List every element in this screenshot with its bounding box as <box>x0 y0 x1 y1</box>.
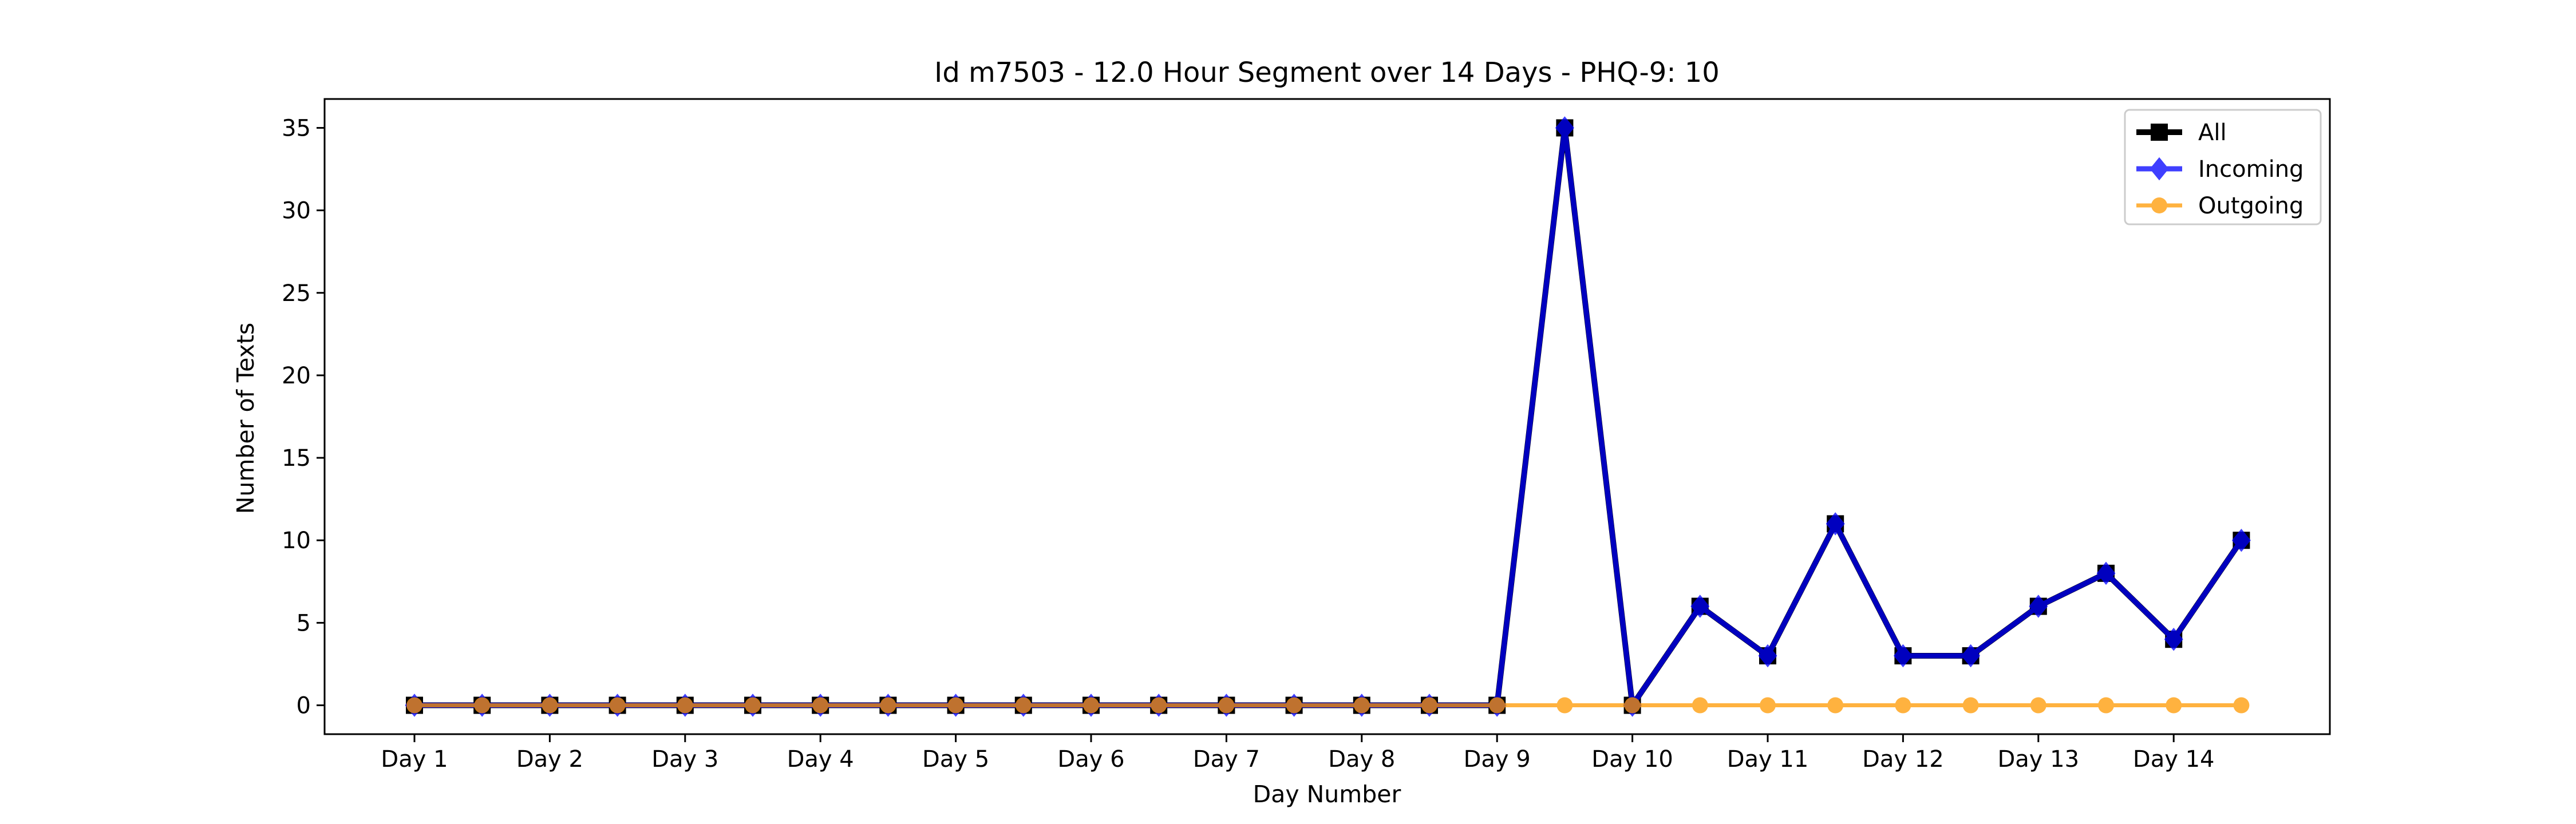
data-point-incoming <box>2029 595 2048 618</box>
data-point-outgoing <box>2233 697 2250 714</box>
data-point-outgoing <box>745 697 761 714</box>
y-tick-label: 35 <box>282 115 311 141</box>
x-tick-label: Day 14 <box>2133 746 2215 772</box>
data-point-outgoing <box>474 697 491 714</box>
data-point-incoming <box>2231 528 2251 552</box>
data-point-outgoing <box>1218 697 1235 714</box>
plot-area-frame <box>323 98 2331 735</box>
x-tick-label: Day 11 <box>1727 746 1809 772</box>
legend-marker-outgoing <box>2151 197 2167 213</box>
x-tick-label: Day 8 <box>1328 746 1395 772</box>
data-point-outgoing <box>609 697 626 714</box>
data-point-outgoing <box>1895 697 1911 714</box>
y-tick-label: 15 <box>282 445 311 472</box>
data-point-outgoing <box>1962 697 1979 714</box>
data-point-outgoing <box>1489 697 1506 714</box>
legend-marker-incoming <box>2150 157 2169 181</box>
data-point-incoming <box>1893 644 1913 668</box>
series-outgoing <box>406 697 2250 714</box>
x-tick-label: Day 9 <box>1464 746 1531 772</box>
x-tick-label: Day 12 <box>1862 746 1944 772</box>
data-point-outgoing <box>947 697 964 714</box>
data-point-outgoing <box>1353 697 1370 714</box>
data-point-outgoing <box>677 697 693 714</box>
legend-label-incoming: Incoming <box>2198 156 2304 183</box>
y-axis-title: Number of Texts <box>232 323 259 514</box>
data-point-outgoing <box>542 697 558 714</box>
legend-swatch-incoming <box>2136 157 2182 181</box>
data-point-outgoing <box>1015 697 1032 714</box>
data-point-outgoing <box>880 697 896 714</box>
x-tick-label: Day 6 <box>1057 746 1124 772</box>
y-tick-label: 30 <box>282 198 311 224</box>
data-point-outgoing <box>2098 697 2114 714</box>
data-point-outgoing <box>1083 697 1099 714</box>
x-tick-label: Day 7 <box>1193 746 1260 772</box>
data-point-outgoing <box>1760 697 1776 714</box>
x-tick-label: Day 1 <box>381 746 448 772</box>
x-tick-label: Day 4 <box>787 746 854 772</box>
x-tick-label: Day 10 <box>1591 746 1673 772</box>
data-point-incoming <box>1758 644 1777 668</box>
y-tick-label: 0 <box>297 693 311 719</box>
legend-marker-all <box>2151 124 2168 141</box>
y-tick-label: 20 <box>282 363 311 389</box>
x-axis-title: Day Number <box>1253 781 1401 808</box>
data-point-outgoing <box>1624 697 1641 714</box>
data-point-incoming <box>1961 644 1981 668</box>
data-point-outgoing <box>2030 697 2046 714</box>
chart-title: Id m7503 - 12.0 Hour Segment over 14 Day… <box>934 57 1720 89</box>
data-point-outgoing <box>1692 697 1708 714</box>
y-tick-label: 10 <box>282 528 311 554</box>
x-tick-label: Day 5 <box>922 746 989 772</box>
data-point-incoming <box>1826 512 1845 536</box>
x-tick-label: Day 3 <box>651 746 718 772</box>
data-point-outgoing <box>2166 697 2182 714</box>
x-tick-label: Day 13 <box>1997 746 2079 772</box>
legend-label-all: All <box>2198 120 2227 146</box>
legend-box <box>2124 109 2322 225</box>
data-point-outgoing <box>1556 697 1573 714</box>
y-tick-label: 25 <box>282 280 311 307</box>
y-tick-label: 5 <box>297 610 311 636</box>
data-point-incoming <box>2164 627 2183 651</box>
legend-label-outgoing: Outgoing <box>2198 193 2304 219</box>
data-point-outgoing <box>406 697 422 714</box>
x-tick-label: Day 2 <box>516 746 583 772</box>
data-point-outgoing <box>1827 697 1844 714</box>
data-point-incoming <box>2096 561 2116 585</box>
data-point-incoming <box>1555 116 1574 140</box>
legend-swatch-outgoing <box>2136 197 2182 213</box>
legend-swatch-all <box>2136 124 2182 141</box>
data-point-incoming <box>1690 595 1710 618</box>
data-point-outgoing <box>812 697 829 714</box>
data-point-outgoing <box>1286 697 1302 714</box>
data-point-outgoing <box>1151 697 1167 714</box>
data-point-outgoing <box>1421 697 1437 714</box>
